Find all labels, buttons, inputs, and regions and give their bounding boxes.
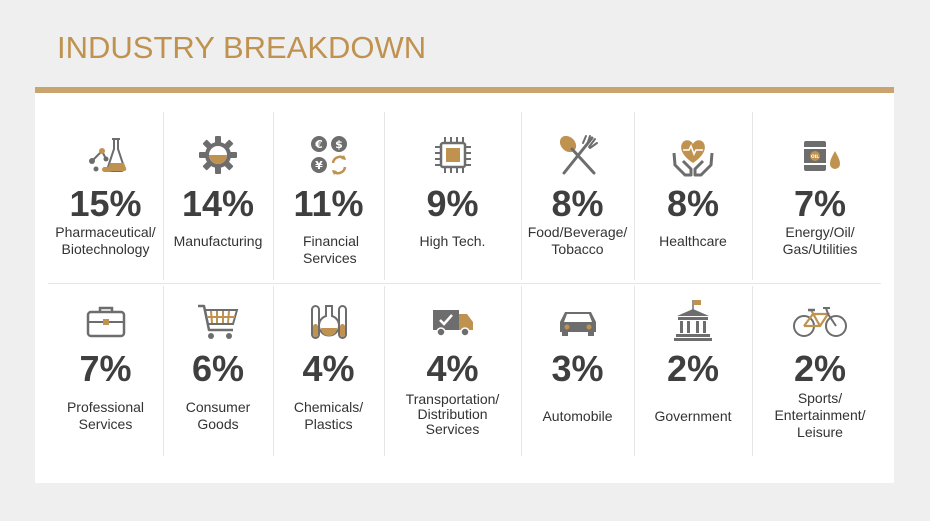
industry-label: High Tech.: [419, 233, 486, 249]
industry-label: Consumer Goods: [185, 399, 251, 432]
industry-percentage: 8%: [666, 183, 720, 224]
gear-icon: [196, 133, 240, 177]
government-building-icon: [671, 298, 715, 342]
industry-item: € $ ¥ 11% Financial Services: [273, 125, 384, 275]
oil-barrel-icon: OIL: [798, 133, 842, 177]
car-icon: [556, 300, 600, 344]
grid-divider: [752, 286, 753, 456]
svg-text:OIL: OIL: [811, 154, 819, 160]
industry-percentage: 2%: [666, 348, 720, 389]
industry-percentage: 14%: [181, 183, 255, 224]
grid-divider: [521, 286, 522, 456]
industry-label: Government: [654, 408, 732, 424]
currency-icon: € $ ¥: [307, 133, 351, 177]
svg-text:€: €: [314, 138, 323, 151]
industry-label: Automobile: [542, 408, 613, 424]
industry-percentage: 7%: [79, 348, 132, 389]
flask-icon: [307, 300, 351, 344]
grid-divider: [384, 286, 385, 456]
industry-percentage: 2%: [793, 348, 847, 389]
grid-divider: [634, 112, 635, 280]
briefcase-icon: [84, 300, 128, 344]
industry-percentage: 3%: [551, 348, 604, 389]
industry-label: Manufacturing: [173, 233, 263, 249]
chip-icon: [431, 133, 475, 177]
industry-item: 2% Sports/ Entertainment/ Leisure: [752, 290, 888, 450]
row-divider: [48, 283, 881, 284]
grid-divider: [273, 286, 274, 456]
grid-divider: [752, 112, 753, 280]
industry-item: 9% High Tech.: [384, 125, 521, 275]
pharma-icon: [84, 133, 128, 177]
industry-item: 8% Food/Beverage/ Tobacco: [521, 125, 634, 275]
industry-item: 14% Manufacturing: [163, 125, 273, 275]
heart-hands-icon: [671, 133, 715, 177]
industry-item: 8% Healthcare: [634, 125, 752, 275]
industry-label: Healthcare: [659, 233, 727, 249]
industry-label: Chemicals/ Plastics: [293, 399, 364, 432]
industry-item: 6% Consumer Goods: [163, 290, 273, 450]
industry-percentage: 8%: [551, 183, 604, 224]
industry-item: 3% Automobile: [521, 290, 634, 450]
industry-item: 2% Government: [634, 290, 752, 450]
industry-percentage: 4%: [302, 348, 355, 389]
truck-icon: [431, 300, 475, 344]
page-title: INDUSTRY BREAKDOWN: [57, 30, 427, 65]
industry-label: Pharmaceutical/ Biotechnology: [55, 224, 156, 257]
industry-percentage: 11%: [293, 183, 364, 224]
grid-divider: [634, 286, 635, 456]
industry-item: 15% Pharmaceutical/ Biotechnology: [48, 125, 163, 275]
industry-item: 7% Professional Services: [48, 290, 163, 450]
industry-label: Sports/ Entertainment/ Leisure: [774, 390, 866, 440]
svg-text:$: $: [335, 138, 343, 151]
industry-percentage: 6%: [191, 348, 245, 389]
industry-percentage: 4%: [426, 348, 479, 389]
industry-label: Professional Services: [66, 399, 145, 432]
title-divider: [35, 87, 894, 93]
industry-label: Financial Services: [303, 233, 360, 266]
industry-item: 4% Chemicals/ Plastics: [273, 290, 384, 450]
industry-item: OIL 7% Energy/Oil/ Gas/Utilities: [752, 125, 888, 275]
shopping-cart-icon: [196, 300, 240, 344]
spoon-fork-icon: [556, 133, 600, 177]
bicycle-icon: [792, 300, 848, 344]
grid-divider: [163, 112, 164, 280]
industry-percentage: 15%: [69, 183, 142, 224]
grid-divider: [163, 286, 164, 456]
industry-percentage: 7%: [793, 183, 847, 224]
industry-label: Transportation/ Distribution Services: [405, 391, 500, 437]
industry-label: Energy/Oil/ Gas/Utilities: [782, 224, 858, 257]
grid-divider: [273, 112, 274, 280]
svg-text:¥: ¥: [315, 159, 323, 172]
grid-divider: [384, 112, 385, 280]
grid-divider: [521, 112, 522, 280]
industry-percentage: 9%: [426, 183, 479, 224]
industry-label: Food/Beverage/ Tobacco: [527, 224, 628, 257]
industry-item: 4% Transportation/ Distribution Services: [384, 290, 521, 450]
